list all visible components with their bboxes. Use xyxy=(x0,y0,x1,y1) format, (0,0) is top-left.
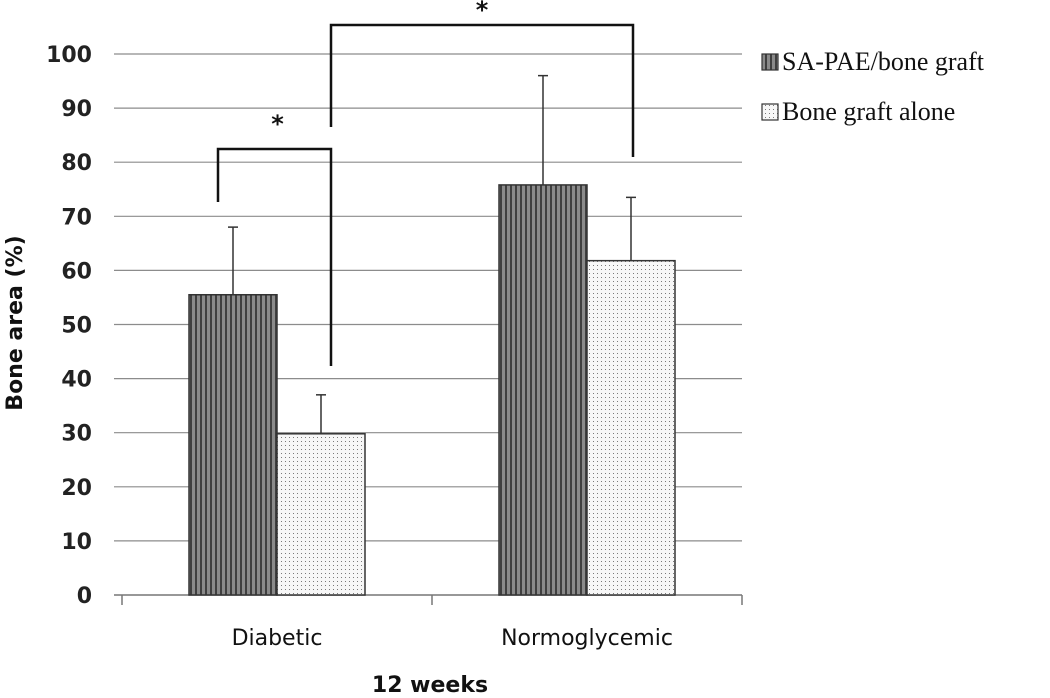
legend-label-0: SA-PAE/bone graft xyxy=(782,47,985,76)
legend: SA-PAE/bone graft Bone graft alone xyxy=(761,47,985,126)
bar-normoglycemic-series-1 xyxy=(586,259,676,596)
y-tick-label-80: 80 xyxy=(61,151,92,176)
y-tick-label-0: 0 xyxy=(77,584,92,609)
error-bars xyxy=(228,74,636,434)
y-tick-label-100: 100 xyxy=(46,43,92,68)
y-axis-title: Bone area (%) xyxy=(3,235,28,410)
y-tick-label-40: 40 xyxy=(61,368,92,393)
x-axis-title: 12 weeks xyxy=(372,673,488,698)
legend-label-1: Bone graft alone xyxy=(782,97,955,126)
y-tick-label-70: 70 xyxy=(61,205,92,230)
significance-annotations: ** xyxy=(216,0,635,366)
y-tick-label-20: 20 xyxy=(61,476,92,501)
y-tick-label-10: 10 xyxy=(61,530,92,555)
bar-diabetic-series-1 xyxy=(276,433,366,596)
bar-normoglycemic-series-0 xyxy=(498,184,588,596)
legend-swatch-1 xyxy=(761,103,779,121)
y-tick-label-30: 30 xyxy=(61,422,92,447)
significance-star-diabetic: * xyxy=(271,110,284,138)
bar-diabetic-series-0 xyxy=(188,293,278,596)
x-tick-label-diabetic: Diabetic xyxy=(232,626,323,651)
bars xyxy=(188,184,676,596)
x-tick-label-normoglycemic: Normoglycemic xyxy=(501,626,673,651)
significance-star-cross: * xyxy=(476,0,489,24)
y-tick-label-50: 50 xyxy=(61,314,92,339)
axes: 0 10 20 30 40 50 60 70 80 90 100 Diabetic Normoglyce… xyxy=(46,43,743,651)
significance-bracket-cross xyxy=(329,23,635,157)
significance-bracket-diabetic xyxy=(216,147,333,366)
legend-swatch-0 xyxy=(761,53,779,71)
y-tick-label-90: 90 xyxy=(61,97,92,122)
y-tick-label-60: 60 xyxy=(61,259,92,284)
